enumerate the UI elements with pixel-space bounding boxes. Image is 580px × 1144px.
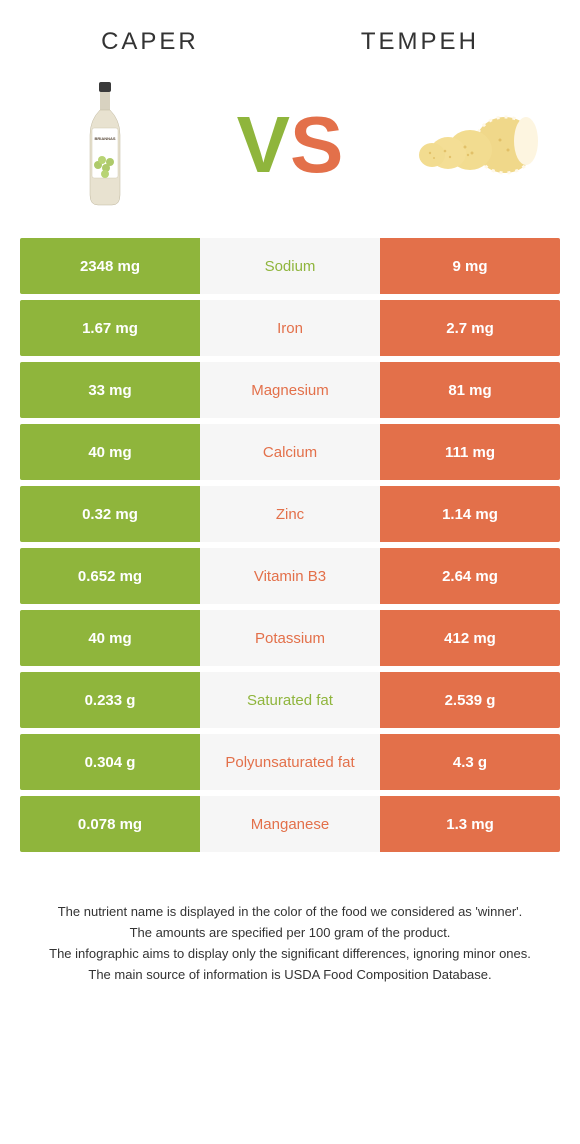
table-row: 0.32 mgZinc1.14 mg [20, 486, 560, 542]
nutrient-label: Iron [200, 300, 380, 356]
tempeh-image [410, 80, 540, 210]
nutrient-label: Calcium [200, 424, 380, 480]
table-row: 2348 mgSodium9 mg [20, 238, 560, 294]
nutrient-left-value: 33 mg [20, 362, 200, 418]
table-row: 33 mgMagnesium81 mg [20, 362, 560, 418]
nutrient-right-value: 412 mg [380, 610, 560, 666]
nutrient-label: Saturated fat [200, 672, 380, 728]
table-row: 0.078 mgManganese1.3 mg [20, 796, 560, 852]
table-row: 1.67 mgIron2.7 mg [20, 300, 560, 356]
nutrient-label: Magnesium [200, 362, 380, 418]
bottle-icon: BRIANNAS [80, 80, 130, 210]
table-row: 0.304 gPolyunsaturated fat4.3 g [20, 734, 560, 790]
table-row: 40 mgPotassium412 mg [20, 610, 560, 666]
nutrient-left-value: 0.078 mg [20, 796, 200, 852]
food-title-left: Caper [101, 28, 199, 56]
vs-label: VS [237, 105, 344, 185]
nutrient-left-value: 1.67 mg [20, 300, 200, 356]
nutrient-left-value: 0.32 mg [20, 486, 200, 542]
table-row: 0.652 mgVitamin B32.64 mg [20, 548, 560, 604]
nutrient-right-value: 9 mg [380, 238, 560, 294]
vs-v-letter: V [237, 105, 290, 185]
nutrient-left-value: 0.304 g [20, 734, 200, 790]
nutrient-right-value: 1.3 mg [380, 796, 560, 852]
footnotes: The nutrient name is displayed in the co… [0, 858, 580, 984]
nutrient-right-value: 111 mg [380, 424, 560, 480]
nutrient-label: Potassium [200, 610, 380, 666]
vs-s-letter: S [290, 105, 343, 185]
nutrient-right-value: 2.7 mg [380, 300, 560, 356]
nutrient-table: 2348 mgSodium9 mg1.67 mgIron2.7 mg33 mgM… [0, 232, 580, 858]
caper-image: BRIANNAS [40, 80, 170, 210]
nutrient-left-value: 0.652 mg [20, 548, 200, 604]
table-row: 40 mgCalcium111 mg [20, 424, 560, 480]
vs-section: BRIANNAS VS [0, 72, 580, 232]
nutrient-left-value: 0.233 g [20, 672, 200, 728]
nutrient-left-value: 2348 mg [20, 238, 200, 294]
footnote-line: The infographic aims to display only the… [40, 945, 540, 964]
table-row: 0.233 gSaturated fat2.539 g [20, 672, 560, 728]
footnote-line: The nutrient name is displayed in the co… [40, 903, 540, 922]
nutrient-label: Zinc [200, 486, 380, 542]
tempeh-icon [410, 105, 540, 185]
nutrient-right-value: 4.3 g [380, 734, 560, 790]
footnote-line: The amounts are specified per 100 gram o… [40, 924, 540, 943]
food-title-right: Tempeh [361, 28, 479, 56]
header: Caper Tempeh [0, 0, 580, 72]
nutrient-label: Polyunsaturated fat [200, 734, 380, 790]
svg-text:BRIANNAS: BRIANNAS [94, 136, 115, 141]
nutrient-right-value: 2.539 g [380, 672, 560, 728]
nutrient-right-value: 81 mg [380, 362, 560, 418]
nutrient-label: Sodium [200, 238, 380, 294]
nutrient-label: Manganese [200, 796, 380, 852]
nutrient-right-value: 2.64 mg [380, 548, 560, 604]
nutrient-left-value: 40 mg [20, 424, 200, 480]
nutrient-left-value: 40 mg [20, 610, 200, 666]
nutrient-right-value: 1.14 mg [380, 486, 560, 542]
footnote-line: The main source of information is USDA F… [40, 966, 540, 985]
nutrient-label: Vitamin B3 [200, 548, 380, 604]
